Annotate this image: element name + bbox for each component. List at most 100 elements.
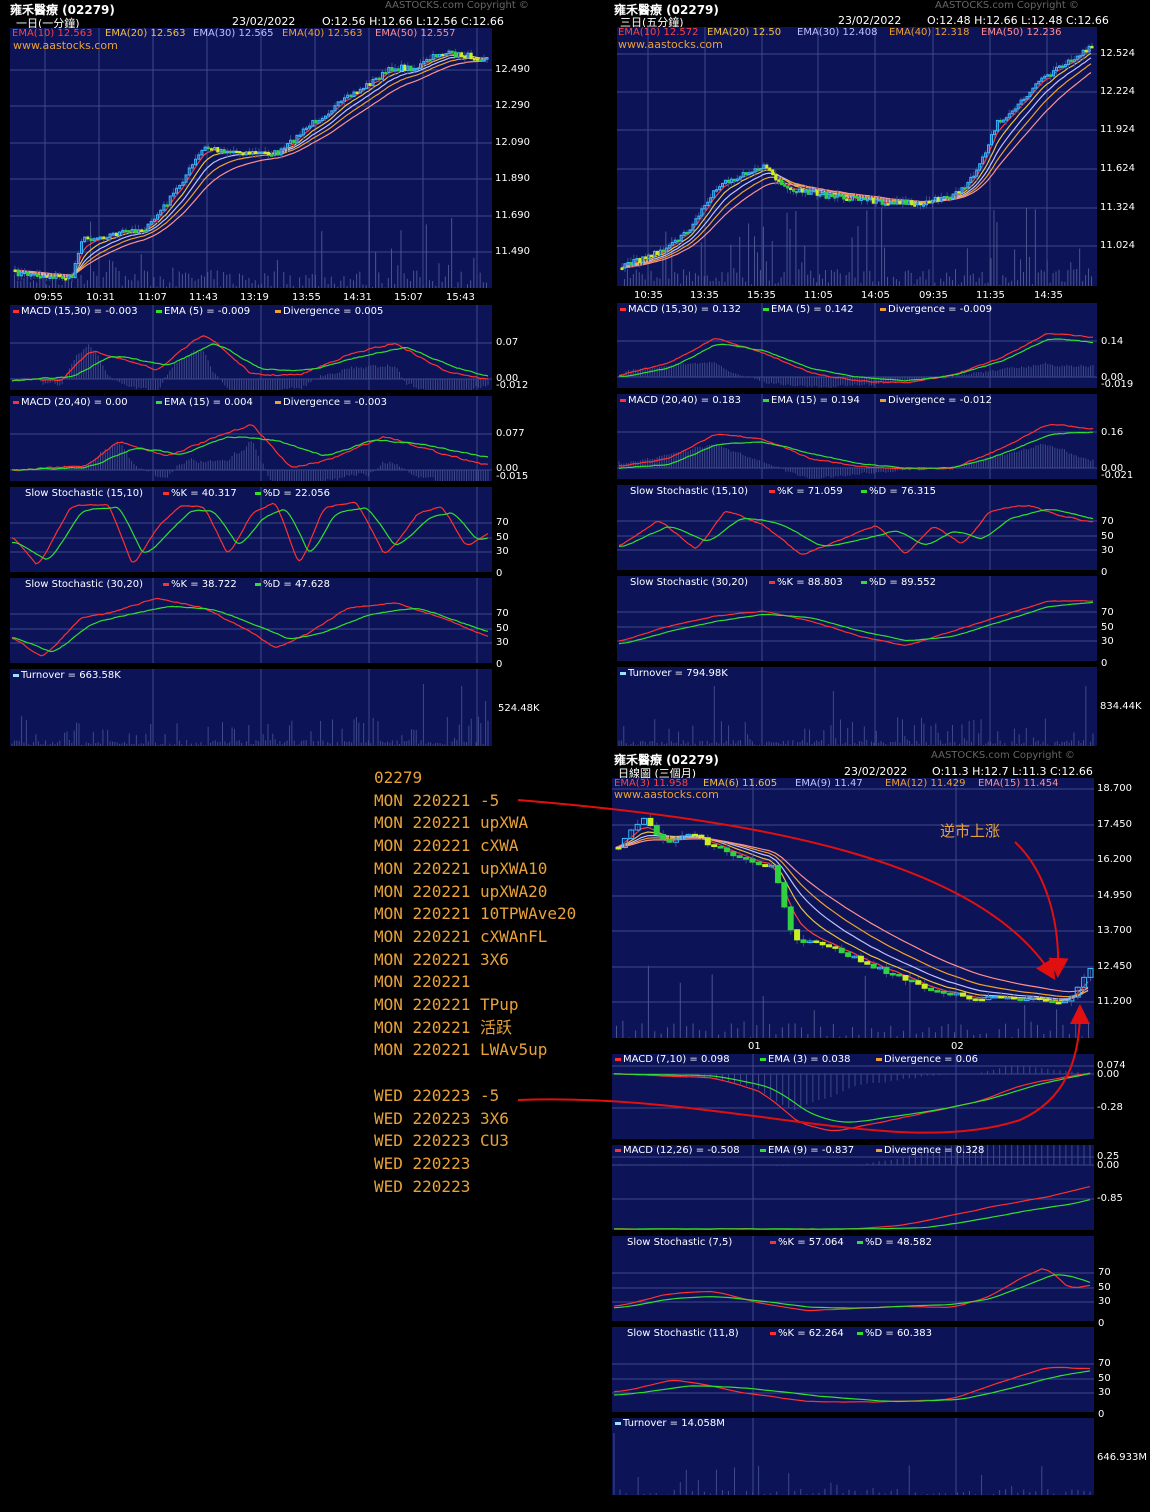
note-line: MON 220221 活跃 — [374, 1017, 512, 1037]
volume-bar — [638, 272, 640, 286]
stochastic-tick: 0 — [1098, 1409, 1105, 1420]
volume-bar — [356, 273, 358, 288]
candle-body — [472, 58, 476, 61]
volume-bar — [33, 280, 35, 288]
candle-body — [200, 149, 204, 156]
volume-bar — [1017, 280, 1019, 286]
volume-bar — [833, 271, 835, 286]
note-line: WED 220223 -5 — [374, 1085, 500, 1105]
volume-bar — [14, 274, 15, 288]
volume-bar — [890, 1025, 892, 1038]
candle-body — [1004, 117, 1008, 121]
stochastic-tick: 30 — [1098, 1387, 1111, 1398]
candle-body — [1068, 996, 1075, 1002]
volume-bar — [197, 279, 199, 288]
volume-bar — [947, 1024, 949, 1038]
price-tick: 11.324 — [1100, 202, 1135, 213]
candle-body — [862, 197, 866, 201]
candle-body — [308, 125, 312, 129]
stochastic-tick: 70 — [1101, 516, 1114, 527]
volume-bar — [416, 270, 418, 288]
volume-bar — [979, 1033, 981, 1038]
candle-body — [824, 192, 828, 199]
candle-body — [482, 58, 486, 62]
volume-bar — [359, 271, 361, 288]
candle-body — [76, 253, 80, 265]
candle-body — [832, 946, 839, 949]
candle-body — [371, 78, 375, 86]
candle-body — [1043, 75, 1047, 79]
volume-bar — [647, 273, 649, 286]
candle-body — [355, 91, 359, 95]
stochastic-k-label: %K = 71.059 — [777, 486, 843, 497]
note-line: MON 220221 TPup — [374, 995, 519, 1015]
volume-bar — [762, 226, 764, 286]
signal-line — [618, 601, 1094, 645]
volume-bar — [966, 248, 968, 286]
volume-bar — [451, 217, 453, 288]
candle-body — [877, 198, 881, 202]
note-line: WED 220223 — [374, 1153, 471, 1173]
macd-label: MACD (20,40) = 0.00 — [21, 397, 128, 408]
candle-body — [771, 169, 775, 176]
volume-bar — [454, 287, 456, 288]
volume-bar — [229, 273, 231, 288]
candle-body — [418, 63, 422, 69]
volume-bar — [680, 283, 682, 286]
stochastic-tick: 70 — [496, 517, 509, 528]
ema-9-label: EMA(9) 11.47 — [795, 778, 863, 789]
macd-tick: -0.85 — [1097, 1193, 1123, 1204]
volume-bar — [270, 285, 272, 288]
candle-body — [289, 139, 293, 145]
candle-body — [29, 274, 33, 277]
candle-body — [864, 961, 871, 965]
price-tick: 16.200 — [1097, 854, 1132, 865]
candle-body — [403, 64, 407, 71]
ema-line — [615, 836, 1089, 998]
macd-tick: 0.00 — [496, 373, 519, 384]
candle-body — [947, 992, 954, 996]
candle-body — [45, 275, 49, 278]
candle-body — [342, 97, 346, 102]
candle-body — [121, 229, 125, 233]
volume-bar — [330, 276, 332, 288]
volume-bar — [1046, 260, 1048, 286]
candle-body — [314, 120, 318, 124]
note-line: WED 220223 CU3 — [374, 1131, 509, 1151]
candle-body — [883, 966, 890, 975]
candle-body — [998, 995, 1005, 999]
candle-body — [732, 178, 736, 182]
candle-body — [301, 128, 305, 136]
stochastic-panel-2: Slow Stochastic (30,20) %K = 38.722 %D =… — [10, 578, 492, 663]
candle-body — [137, 229, 141, 234]
candle-body — [1072, 59, 1076, 63]
volume-bar — [667, 1027, 669, 1038]
candle-body — [615, 846, 622, 850]
candle-body — [916, 202, 920, 206]
candle-body — [67, 274, 71, 280]
volume-bar — [71, 281, 73, 288]
candle-body — [187, 167, 191, 176]
volume-bar — [460, 271, 462, 288]
candle-body — [632, 259, 636, 266]
stochastic-tick: 50 — [496, 623, 509, 634]
stochastic-tick: 30 — [1098, 1296, 1111, 1307]
macd-tick: -0.019 — [1101, 379, 1134, 390]
volume-bar — [1058, 269, 1060, 286]
candle-body — [691, 223, 695, 231]
candle-body — [1061, 1000, 1068, 1004]
macd-ema-label: EMA (9) = -0.837 — [768, 1145, 855, 1156]
website-watermark: www.aastocks.com — [614, 788, 719, 801]
volume-bar — [118, 270, 120, 288]
candle-body — [854, 195, 858, 199]
candle-body — [794, 190, 798, 194]
volume-bar — [1020, 259, 1022, 286]
indicator-line — [618, 333, 1093, 384]
candle-body — [692, 833, 699, 837]
copyright: AASTOCKS.com Copyright © — [931, 750, 1075, 761]
volume-bar — [1030, 1021, 1032, 1038]
candle-body — [1087, 45, 1091, 53]
volume-bar — [447, 264, 449, 288]
volume-bar — [1055, 271, 1057, 286]
volume-bar — [466, 284, 468, 288]
